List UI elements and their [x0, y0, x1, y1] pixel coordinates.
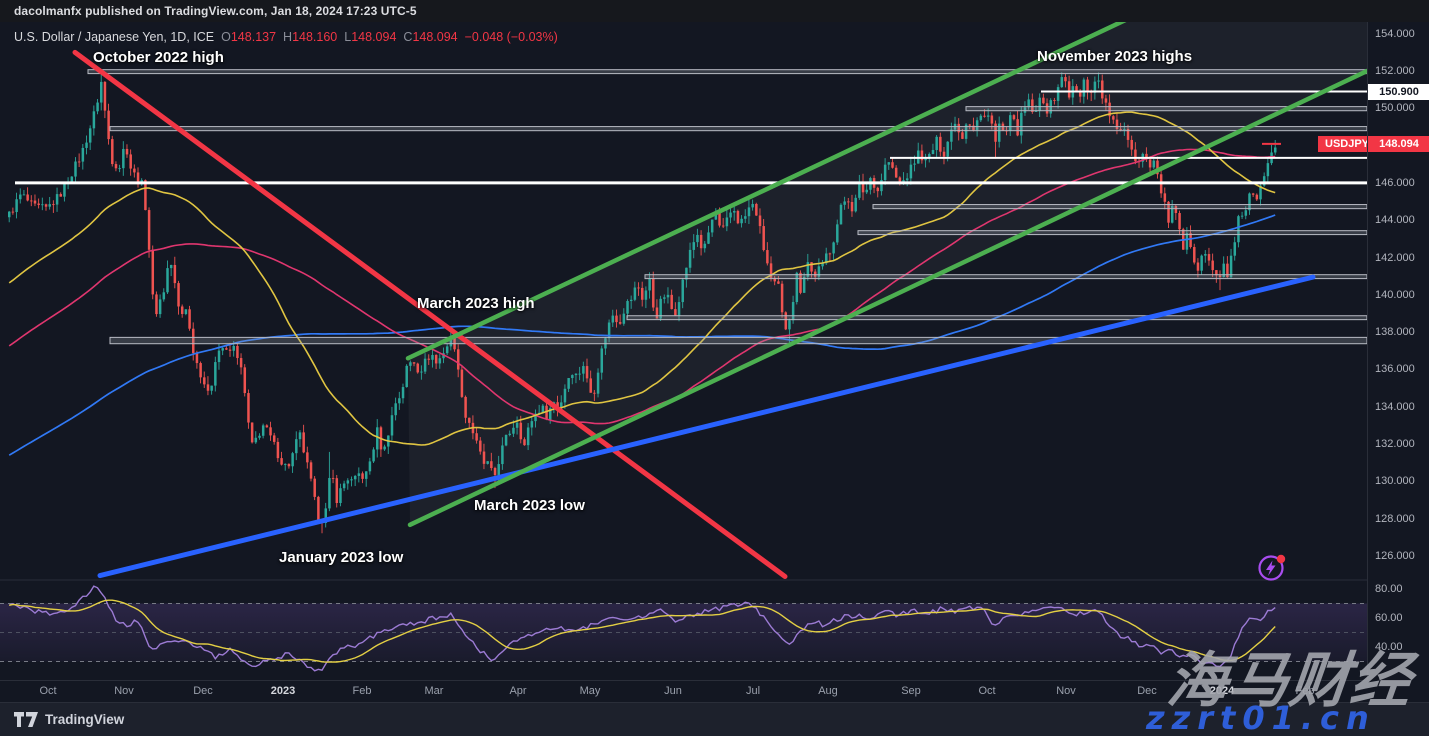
price-tick: 146.000 — [1375, 176, 1415, 189]
time-axis[interactable]: Oct Nov Dec 2023 Feb Mar Apr May Jun Jul Aug Sep Oct… — [0, 680, 1367, 703]
trendlines-layer — [72, 22, 1367, 580]
publish-info-bar: dacolmanfx published on TradingView.com,… — [0, 0, 1429, 22]
price-chart-canvas[interactable] — [0, 22, 1367, 680]
ohlc-value: 148.094 — [351, 30, 397, 44]
flash-icon-graphic — [1258, 554, 1286, 581]
price-tick: 150.000 — [1375, 102, 1415, 115]
time-tick: Nov — [1056, 685, 1076, 697]
october-2022-downtrend-line — [72, 49, 788, 580]
time-tick: Apr — [509, 685, 527, 697]
footer-bar: TradingView — [0, 702, 1429, 736]
time-tick: Jul — [745, 685, 761, 697]
ohlc-key: H — [283, 30, 293, 44]
time-tick: Oct — [978, 685, 996, 697]
time-tick: Feb — [1295, 685, 1315, 697]
price-tick: 136.000 — [1375, 363, 1415, 376]
flash-icon[interactable] — [1254, 549, 1290, 585]
channel-lower-line — [407, 68, 1367, 528]
time-tick: Mar — [424, 685, 444, 697]
support-resistance-layer — [15, 69, 1367, 345]
time-tick: Sep — [901, 685, 921, 697]
watermark-line2: zzrt01.cn — [1146, 699, 1376, 736]
ohlc-value: 148.137 — [230, 30, 277, 44]
tradingview-logo-icon[interactable] — [14, 712, 38, 727]
time-tick: Oct — [39, 685, 57, 697]
time-tick: May — [579, 685, 601, 697]
time-tick: Dec — [1137, 685, 1157, 697]
price-tick: 126.000 — [1375, 549, 1415, 562]
ohlc-value: 148.094 — [412, 30, 458, 44]
price-zone — [626, 315, 1367, 321]
rsi-panel-layer — [0, 585, 1367, 672]
chart-annotation: March 2023 high — [417, 295, 535, 312]
rsi-tick: 60.00 — [1375, 612, 1403, 624]
ticker-label: USDJPY — [1318, 136, 1367, 152]
symbol-title[interactable]: U.S. Dollar / Japanese Yen, 1D, ICE — [14, 30, 215, 44]
ma-50-yellow — [8, 111, 1276, 446]
price-tick: 132.000 — [1375, 438, 1415, 451]
chart-annotation: October 2022 high — [93, 49, 224, 66]
price-tick: 152.000 — [1375, 64, 1415, 77]
chart-area[interactable]: U.S. Dollar / Japanese Yen, 1D, ICE O148.… — [0, 22, 1367, 680]
ohlc-key: C — [403, 30, 413, 44]
publish-info-text: dacolmanfx published on TradingView.com,… — [14, 4, 417, 18]
time-tick: Aug — [818, 685, 838, 697]
ohlc-value: 148.160 — [292, 30, 338, 44]
time-tick: 2024 — [1209, 685, 1235, 697]
price-zone — [872, 204, 1367, 210]
last-price-label: 148.094 — [1368, 135, 1429, 152]
time-tick: Dec — [193, 685, 213, 697]
price-level-label: 150.900 — [1368, 83, 1429, 100]
ohlc-values: O148.137 H148.160 L148.094 C148.094 −0.048 (… — [214, 30, 558, 44]
chart-legend: U.S. Dollar / Japanese Yen, 1D, ICE O148.… — [14, 30, 558, 44]
chart-annotation: March 2023 low — [474, 497, 585, 514]
time-tick: Jun — [664, 685, 682, 697]
price-tick: 140.000 — [1375, 288, 1415, 301]
price-zone — [965, 106, 1367, 112]
channel-fill-layer — [408, 22, 1367, 525]
price-tick: 154.000 — [1375, 27, 1415, 40]
time-tick: 2023 — [270, 685, 296, 697]
time-tick: Nov — [114, 685, 134, 697]
price-tick: 144.000 — [1375, 214, 1415, 227]
price-tick: 128.000 — [1375, 512, 1415, 525]
price-tick: 130.000 — [1375, 475, 1415, 488]
chart-annotation: January 2023 low — [279, 549, 404, 566]
tradingview-logo-graphic — [14, 712, 38, 727]
price-tick: 134.000 — [1375, 400, 1415, 413]
ma-200-blue — [8, 214, 1276, 456]
moving-averages-layer — [8, 111, 1276, 456]
price-axis[interactable]: 154.000 152.000 150.000 146.000 144.000 142.0… — [1367, 22, 1429, 680]
price-zone — [857, 230, 1367, 236]
rsi-tick: 40.00 — [1375, 641, 1403, 653]
price-zone — [109, 336, 1367, 345]
chart-annotation: November 2023 highs — [1037, 48, 1193, 65]
ohlc-key: O — [221, 30, 231, 44]
rsi-ma-line — [9, 599, 1276, 663]
january-2023-uptrend-line — [97, 274, 1316, 579]
tradingview-brand[interactable]: TradingView — [45, 712, 125, 727]
price-tick: 138.000 — [1375, 326, 1415, 339]
change-value: −0.048 (−0.03%) — [464, 30, 558, 44]
channel-upper-line — [405, 22, 1127, 361]
time-tick: Feb — [352, 685, 372, 697]
ma-100-pink — [8, 148, 1276, 425]
rsi-tick: 80.00 — [1375, 583, 1403, 595]
price-zone — [109, 126, 1367, 132]
ohlc-key: L — [344, 30, 352, 44]
price-tick: 142.000 — [1375, 251, 1415, 264]
price-zone — [87, 69, 1367, 75]
price-zone — [644, 274, 1367, 280]
